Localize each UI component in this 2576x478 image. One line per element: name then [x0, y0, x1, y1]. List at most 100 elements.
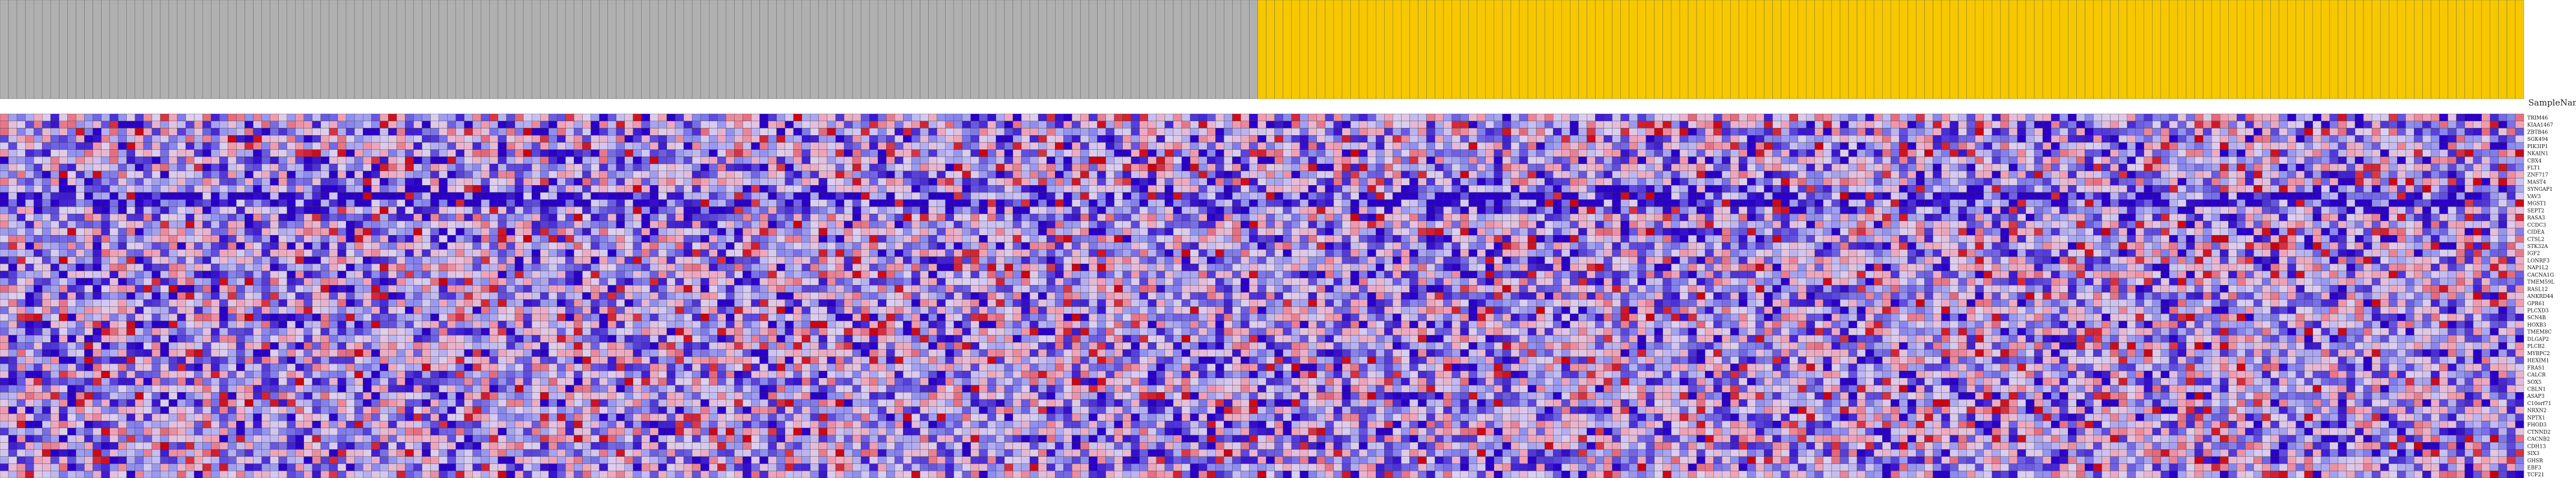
heatmap-cell: [574, 163, 583, 171]
heatmap-cell: [1164, 135, 1174, 143]
heatmap-cell: [160, 142, 169, 150]
heatmap-cell: [2169, 178, 2178, 186]
heatmap-cell: [1823, 199, 1832, 207]
heatmap-cell: [160, 171, 169, 178]
heatmap-cell: [1662, 128, 1672, 136]
sample-group-1-column: [168, 0, 178, 99]
heatmap-cell: [2448, 192, 2457, 200]
heatmap-cell: [751, 149, 760, 157]
heatmap-cell: [1924, 213, 1933, 222]
heatmap-cell: [219, 178, 228, 186]
heatmap-cell: [447, 199, 456, 207]
heatmap-cell: [2228, 157, 2237, 164]
sample-group-2-column: [1688, 0, 1697, 99]
heatmap-cell: [1882, 128, 1891, 136]
heatmap-cell: [2481, 157, 2490, 164]
heatmap-cell: [810, 135, 819, 143]
heatmap-cell: [2076, 142, 2085, 150]
heatmap-cell: [1840, 171, 1849, 178]
heatmap-cell: [337, 199, 347, 207]
heatmap-cell: [1206, 128, 1216, 136]
heatmap-cell: [996, 163, 1005, 171]
heatmap-cell: [801, 220, 810, 228]
sample-group-1-column: [151, 0, 161, 99]
heatmap-cell: [2000, 213, 2010, 222]
heatmap-cell: [1730, 192, 1739, 200]
heatmap-cell: [1477, 163, 1486, 171]
heatmap-cell: [1739, 178, 1748, 186]
sample-group-2-column: [2506, 0, 2516, 99]
heatmap-cell: [591, 121, 600, 128]
heatmap-cell: [1089, 192, 1098, 200]
heatmap-cell: [683, 149, 693, 157]
heatmap-cell: [1249, 128, 1258, 136]
heatmap-cell: [599, 178, 608, 186]
heatmap-cell: [497, 220, 507, 228]
heatmap-cell: [1451, 128, 1460, 136]
sample-group-2-column: [1443, 0, 1452, 99]
heatmap-cell: [1435, 163, 1444, 171]
heatmap-cell: [2279, 171, 2288, 178]
heatmap-cell: [345, 163, 355, 171]
heatmap-cell: [2152, 149, 2162, 157]
heatmap-cell: [911, 213, 920, 222]
heatmap-cell: [1274, 135, 1283, 143]
heatmap-cell: [2042, 206, 2052, 214]
heatmap-cell: [2389, 157, 2398, 164]
sample-group-1-column: [920, 0, 929, 99]
heatmap-cell: [523, 163, 532, 171]
heatmap-cell: [2237, 213, 2246, 222]
heatmap-cell: [1156, 135, 1165, 143]
heatmap-cell: [312, 171, 321, 178]
heatmap-cell: [2414, 178, 2423, 186]
heatmap-cell: [1206, 171, 1216, 178]
heatmap-cell: [776, 113, 785, 121]
heatmap-cell: [2110, 163, 2119, 171]
heatmap-cell: [1629, 121, 1638, 128]
heatmap-cell: [1527, 206, 1537, 214]
heatmap-cell: [1418, 128, 1427, 136]
heatmap-cell: [1933, 192, 1942, 200]
heatmap-cell: [2093, 149, 2102, 157]
heatmap-cell: [2456, 206, 2465, 214]
heatmap-cell: [2127, 185, 2136, 193]
heatmap-cell: [2397, 142, 2406, 150]
heatmap-cell: [1637, 192, 1646, 200]
heatmap-cell: [2254, 135, 2262, 143]
heatmap-cell: [2422, 135, 2431, 143]
heatmap-cell: [1603, 157, 1612, 164]
heatmap-cell: [1873, 135, 1883, 143]
heatmap-cell: [2270, 142, 2279, 150]
heatmap-cell: [835, 206, 845, 214]
heatmap-cell: [1722, 220, 1731, 228]
heatmap-cell: [1435, 220, 1444, 228]
heatmap-cell: [574, 185, 583, 193]
heatmap-cell: [1798, 113, 1807, 121]
heatmap-cell: [1704, 171, 1714, 178]
heatmap-cell: [1722, 199, 1731, 207]
heatmap-cell: [202, 135, 211, 143]
heatmap-cell: [810, 178, 819, 186]
heatmap-cell: [397, 142, 405, 150]
heatmap-cell: [692, 163, 701, 171]
heatmap-cell: [202, 199, 211, 207]
heatmap-cell: [869, 220, 878, 228]
heatmap-cell: [1975, 192, 1984, 200]
heatmap-cell: [1924, 113, 1933, 121]
heatmap-cell: [675, 206, 684, 214]
heatmap-cell: [278, 149, 287, 157]
heatmap-cell: [1739, 157, 1748, 164]
heatmap-cell: [1435, 157, 1444, 164]
heatmap-cell: [683, 135, 693, 143]
heatmap-cell: [2211, 163, 2220, 171]
heatmap-cell: [1283, 121, 1292, 128]
heatmap-cell: [641, 149, 651, 157]
sample-group-1-column: [143, 0, 153, 99]
heatmap-cell: [2228, 178, 2237, 186]
sample-group-2-column: [2068, 0, 2077, 99]
heatmap-cell: [582, 157, 591, 164]
heatmap-cell: [2118, 206, 2127, 214]
heatmap-cell: [2102, 171, 2110, 178]
sample-group-2-column: [1325, 0, 1334, 99]
heatmap-cell: [1603, 128, 1612, 136]
